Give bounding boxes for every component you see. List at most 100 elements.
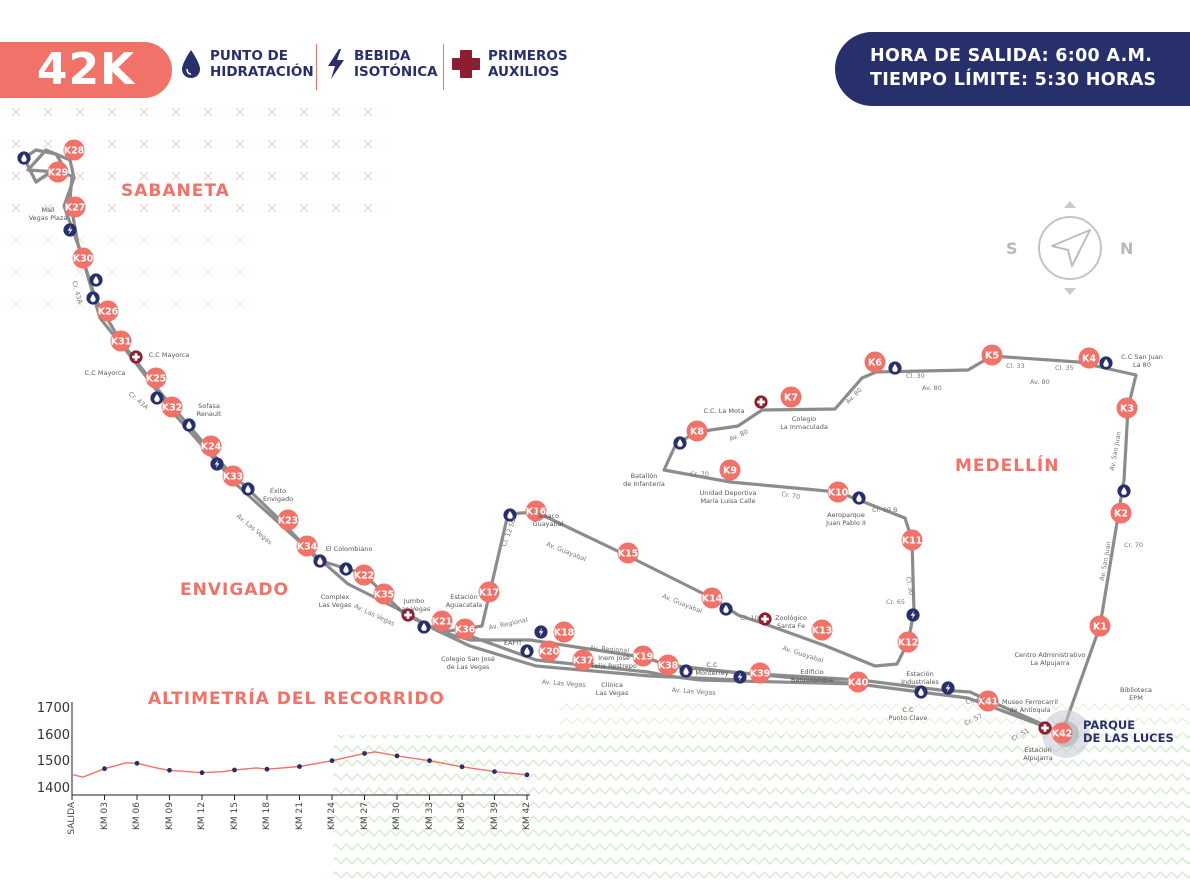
time-limit: TIEMPO LÍMITE: 5:30 HORAS: [870, 70, 1157, 90]
red-cross-icon: [754, 395, 768, 409]
legend-isotonic-line1: BEBIDA: [354, 48, 411, 64]
km-marker-k9: K9: [719, 459, 741, 481]
x-tick-label: KM 42: [522, 802, 532, 830]
street-label: Cr. 65: [886, 598, 906, 606]
y-tick-label: 1400: [36, 781, 70, 796]
place-label-colegio-sj: Colegio San José de Las Vegas: [441, 655, 495, 671]
distance-badge: 42K: [0, 42, 172, 98]
water-drop-icon: [89, 273, 103, 287]
km-marker-k24: K24: [200, 435, 222, 457]
legend-hydration: PUNTO DE HIDRATACIÓN: [180, 48, 314, 80]
km-marker-label: K40: [848, 678, 869, 689]
km-marker-label: K21: [432, 617, 453, 628]
legend-isotonic-line2: ISOTÓNICA: [354, 64, 438, 80]
legend-first-aid: PRIMEROS AUXILIOS: [452, 48, 568, 80]
place-label-museo: Museo Ferrocarril de Antioquia: [1001, 698, 1058, 714]
altimetry-chart: [71, 702, 530, 800]
x-tick-label: KM 06: [132, 802, 142, 830]
legend-divider: [443, 44, 444, 90]
km-marker-label: K7: [784, 393, 798, 404]
km-marker-label: K13: [812, 626, 833, 637]
place-label-inem: Inem José Felix Restrepo: [591, 654, 637, 670]
street-label: Av. 80: [922, 384, 942, 392]
km-marker-k27: K27: [64, 196, 86, 218]
km-marker-k29: K29: [47, 161, 69, 183]
km-marker-k1: K1: [1089, 615, 1111, 637]
x-tick-label: KM 24: [327, 802, 337, 830]
x-tick-label: KM 09: [164, 802, 175, 830]
km-marker-label: K23: [278, 516, 299, 527]
x-tick-label: KM 36: [457, 802, 467, 830]
legend-first-aid-line1: PRIMEROS: [488, 48, 568, 64]
km-marker-k32: K32: [161, 396, 183, 418]
place-label-zoologico: Zoológico Santa Fe: [775, 614, 807, 630]
street-label: Cr. 70: [690, 470, 710, 478]
legend-hydration-line2: HIDRATACIÓN: [210, 64, 314, 80]
place-label-jumbo: Jumbo Las Vegas: [397, 597, 431, 613]
place-label-estacion-industriales: Estación Industriales: [901, 670, 939, 686]
x-tick-label: KM 03: [99, 802, 110, 830]
place-label-cc-mayorca-2: C.C Mayorca: [84, 369, 126, 377]
km-marker-k14: K14: [701, 587, 723, 609]
place-label-unidad-dep: Unidad Deportiva María Luisa Calle: [699, 489, 757, 505]
km-marker-label: K33: [223, 472, 244, 483]
y-tick-label: 1500: [36, 754, 70, 769]
km-marker-label: K19: [633, 652, 654, 663]
x-tick-label: KM 15: [229, 802, 240, 830]
place-label-cc-la-mota: C.C. La Mota: [703, 407, 745, 415]
km-marker-label: K15: [618, 549, 639, 560]
km-marker-label: K9: [723, 466, 737, 477]
altimetry-point: [199, 770, 205, 776]
street-label: Cl. 35: [1055, 364, 1074, 372]
km-marker-k5: K5: [981, 344, 1003, 366]
x-tick-label: KM 18: [262, 802, 272, 830]
km-marker-label: K28: [64, 146, 85, 157]
km-marker-k8: K8: [686, 420, 708, 442]
street-label: Cl. 10: [740, 614, 759, 622]
place-label-batallon: Batallón de Infantería: [623, 472, 665, 488]
region-sabaneta: SABANETA: [121, 181, 230, 201]
finish-label: PARQUE DE LAS LUCES: [1083, 719, 1174, 745]
km-marker-k11: K11: [901, 529, 923, 551]
y-tick-label: 1600: [36, 728, 70, 743]
water-drop-icon: [914, 685, 928, 699]
lightning-bolt-icon: [210, 457, 224, 471]
km-marker-k36: K36: [454, 618, 476, 640]
km-marker-label: K42: [1052, 729, 1073, 740]
km-marker-k20: K20: [538, 640, 560, 662]
km-marker-label: K1: [1093, 622, 1107, 633]
km-marker-label: K4: [1082, 354, 1096, 365]
km-marker-k13: K13: [811, 619, 833, 641]
km-marker-label: K31: [111, 337, 132, 348]
water-drop-icon: [719, 602, 733, 616]
place-label-mall-vegas: Mall Vegas Plaza: [28, 206, 68, 222]
place-label-biblioteca: Biblioteca EPM: [1119, 686, 1153, 702]
water-drop-icon: [182, 418, 196, 432]
finish-line1: PARQUE: [1083, 718, 1136, 732]
place-label-cc-san-juan: C.C San Juan La 80: [1121, 353, 1163, 369]
compass-south-label: S: [1006, 239, 1018, 258]
km-marker-label: K22: [354, 571, 375, 582]
compass-icon: [1038, 201, 1102, 295]
altimetry-point: [459, 764, 465, 770]
km-marker-label: K14: [702, 594, 723, 605]
finish-line2: DE LAS LUCES: [1083, 731, 1174, 745]
km-marker-k41: K41: [977, 690, 999, 712]
altimetry-point: [394, 753, 400, 759]
place-label-sofasa: Sofasa Renault: [196, 402, 222, 418]
altimetry-point: [492, 769, 497, 774]
km-marker-label: K35: [374, 590, 395, 601]
km-marker-label: K37: [573, 656, 594, 667]
km-marker-k31: K31: [110, 330, 132, 352]
km-marker-label: K41: [978, 697, 999, 708]
km-marker-label: K32: [162, 403, 183, 414]
legend-first-aid-line2: AUXILIOS: [488, 64, 560, 80]
lightning-bolt-icon: [63, 223, 77, 237]
water-drop-icon: [313, 554, 327, 568]
km-marker-k37: K37: [572, 649, 594, 671]
km-marker-k6: K6: [864, 351, 886, 373]
place-label-complex: Complex Las Vegas: [318, 593, 352, 609]
x-tick-label: KM 33: [424, 802, 435, 830]
altimetry-point: [167, 767, 172, 773]
region-medellin: MEDELLÍN: [955, 456, 1060, 476]
